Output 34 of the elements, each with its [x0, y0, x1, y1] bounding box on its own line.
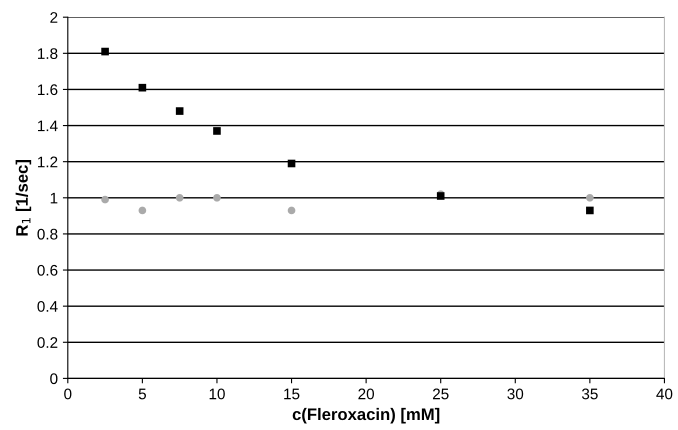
point	[101, 48, 109, 56]
point	[586, 206, 594, 214]
y-tick-label: 2	[50, 12, 58, 23]
y-axis-title: R$_{1}$ [1/sec]	[16, 160, 32, 236]
x-tick-label: 25	[432, 388, 449, 400]
y-tick-label: 0.2	[37, 337, 58, 348]
point	[586, 194, 594, 202]
y-tick-label: 1.6	[38, 84, 58, 96]
point	[138, 206, 146, 214]
x-tick-label: 0	[64, 388, 72, 400]
y-tick-label: 0.4	[37, 301, 58, 312]
point	[213, 127, 221, 135]
point	[176, 107, 184, 115]
y-tick-label: 0	[50, 373, 58, 384]
point	[138, 84, 146, 92]
y-tick-label: 1	[50, 192, 58, 204]
y-tick-label: 0.6	[37, 264, 58, 276]
y-tick-label: 1.2	[38, 156, 58, 168]
x-axis-title: c(Fleroxacin) [mM]	[292, 408, 440, 424]
point	[213, 194, 221, 202]
x-tick-label: 15	[284, 388, 300, 400]
y-tick-label: 1.4	[38, 120, 58, 132]
point	[176, 194, 184, 202]
point	[101, 196, 109, 204]
x-tick-label: 40	[656, 388, 672, 400]
point	[288, 206, 296, 214]
x-tick-label: 35	[582, 388, 598, 400]
y-tick-label: 0.8	[37, 228, 58, 240]
x-tick-label: 20	[358, 388, 374, 400]
y-tick-label: 1.8	[38, 48, 58, 60]
point	[288, 160, 296, 168]
x-tick-label: 10	[210, 388, 225, 400]
x-tick-label: 30	[507, 388, 524, 400]
x-tick-label: 5	[138, 388, 146, 400]
